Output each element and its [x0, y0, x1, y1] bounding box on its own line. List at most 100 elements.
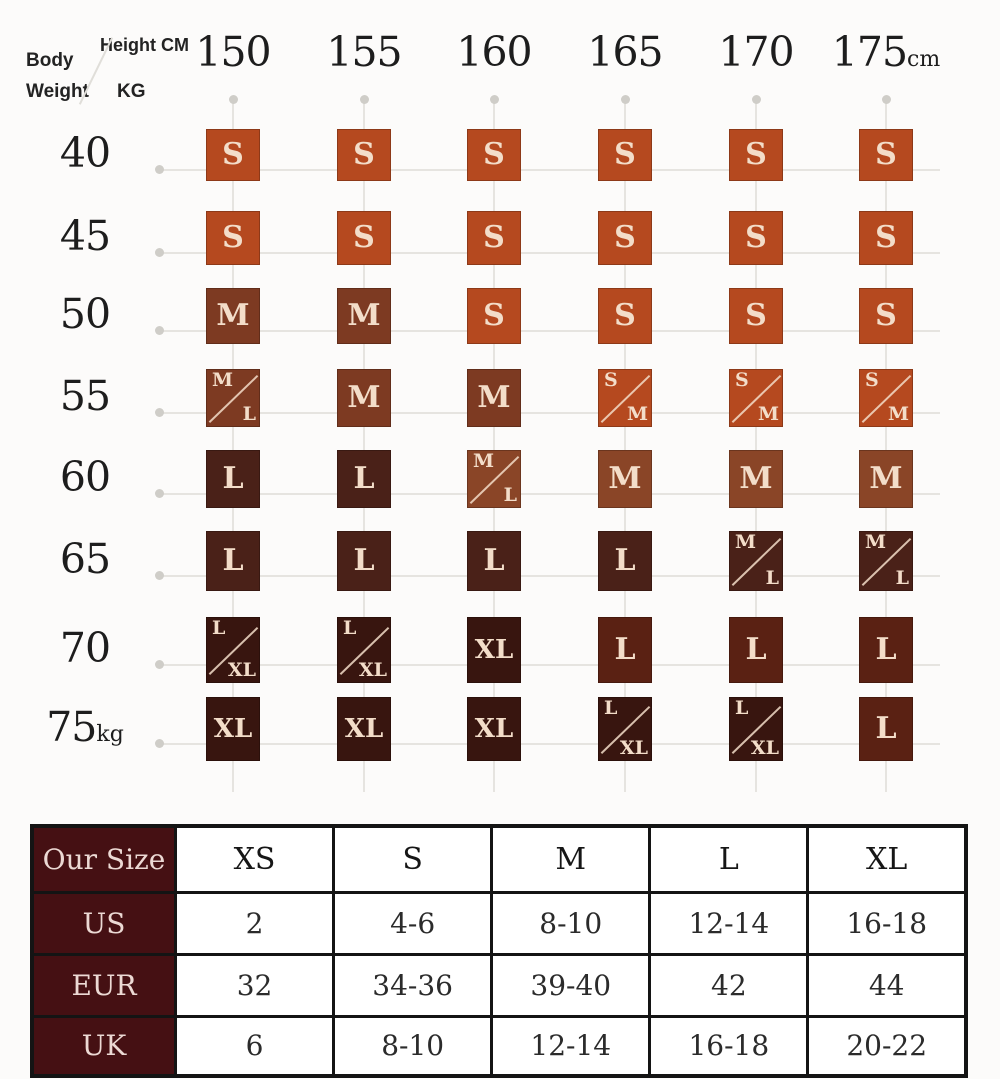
size-cell: L XL [598, 697, 652, 761]
weight-value: 60 [59, 453, 111, 501]
size-letter: S [483, 137, 505, 172]
size-header-cell: XS [173, 824, 336, 894]
height-value: 155 [326, 28, 402, 76]
grid-vline [363, 100, 365, 792]
size-letter: S [222, 220, 244, 255]
row-dot-marker [155, 660, 164, 669]
weight-value: 45 [59, 212, 111, 260]
weight-row-label: 60 [25, 453, 145, 501]
size-cell: L [859, 697, 913, 761]
grid-hline [160, 493, 940, 495]
size-letter: XL [344, 714, 384, 744]
size-cell: XL [337, 697, 391, 761]
size-cell: XL [467, 617, 521, 683]
weight-value: 75 [46, 703, 97, 751]
size-cell: S [859, 211, 913, 265]
size-value-cell: 2 [173, 890, 336, 956]
size-part-upper: M [735, 531, 757, 553]
weight-row-label: 40 [25, 129, 145, 177]
size-letter: S [483, 220, 505, 255]
size-part-lower: M [887, 403, 909, 425]
size-cell: S [337, 211, 391, 265]
size-letter: S [353, 137, 375, 172]
size-part-upper: M [212, 369, 234, 391]
grid-vline [885, 100, 887, 792]
size-letter: L [614, 632, 636, 667]
size-value-cell: 12-14 [490, 1014, 652, 1078]
weight-value: 55 [59, 372, 111, 420]
size-part-upper: L [735, 697, 749, 719]
height-column-label: 160 [456, 28, 532, 76]
grid-hline [160, 575, 940, 577]
size-part-upper: M [865, 531, 887, 553]
size-part-lower: L [503, 484, 517, 506]
size-cell: S [729, 129, 783, 181]
size-header-cell: L [648, 824, 810, 894]
size-letter: S [875, 298, 897, 333]
weight-row-label: 45 [25, 212, 145, 260]
size-letter: XL [474, 635, 514, 665]
grid-vline [493, 100, 495, 792]
size-cell: L [206, 450, 260, 508]
weight-row-label: 50 [25, 290, 145, 338]
grid-vline [624, 100, 626, 792]
size-cell: S [467, 211, 521, 265]
size-header-cell: S [332, 824, 494, 894]
height-value: 150 [195, 28, 271, 76]
size-value-cell: 20-22 [806, 1014, 968, 1078]
weight-value: 50 [59, 290, 111, 338]
size-part-upper: S [735, 369, 749, 391]
size-letter: M [608, 461, 642, 496]
row-dot-marker [155, 489, 164, 498]
size-letter: L [875, 711, 897, 746]
grid-hline [160, 330, 940, 332]
size-cell: S [206, 211, 260, 265]
size-cell: M [729, 450, 783, 508]
size-letter: M [216, 298, 250, 333]
size-cell: M [467, 369, 521, 427]
size-cell: M [337, 288, 391, 344]
size-cell: XL [206, 697, 260, 761]
weight-value: 65 [59, 535, 111, 583]
size-part-upper: S [865, 369, 879, 391]
size-letter: M [869, 461, 903, 496]
row-dot-marker [155, 326, 164, 335]
size-letter: L [875, 632, 897, 667]
size-letter: L [745, 632, 767, 667]
grid-hline [160, 169, 940, 171]
height-value: 175 [831, 28, 908, 76]
weight-axis-label: Weight [26, 81, 89, 102]
size-value-cell: 16-18 [806, 890, 968, 956]
size-letter: S [483, 298, 505, 333]
cm-unit-suffix: cm [907, 47, 941, 72]
column-dot-marker [229, 95, 238, 104]
size-cell: L [598, 617, 652, 683]
weight-row-label: 55 [25, 372, 145, 420]
size-letter: L [222, 461, 244, 496]
size-value-cell: 12-14 [648, 890, 810, 956]
size-cell: L [859, 617, 913, 683]
column-dot-marker [752, 95, 761, 104]
grid-vline [755, 100, 757, 792]
size-cell: L [467, 531, 521, 591]
size-cell: S [859, 129, 913, 181]
weight-value: 70 [59, 624, 111, 672]
size-letter: L [483, 543, 505, 578]
size-letter: S [222, 137, 244, 172]
size-value-cell: 16-18 [648, 1014, 810, 1078]
size-part-upper: M [473, 450, 495, 472]
row-label-cell: UK [30, 1014, 177, 1078]
size-cell: S [206, 129, 260, 181]
size-part-upper: L [212, 617, 226, 639]
row-dot-marker [155, 571, 164, 580]
size-value-cell: 32 [173, 952, 336, 1018]
size-header-cell: M [490, 824, 652, 894]
size-cell: L [206, 531, 260, 591]
grid-hline [160, 412, 940, 414]
size-part-lower: M [626, 403, 648, 425]
size-letter: M [347, 380, 381, 415]
